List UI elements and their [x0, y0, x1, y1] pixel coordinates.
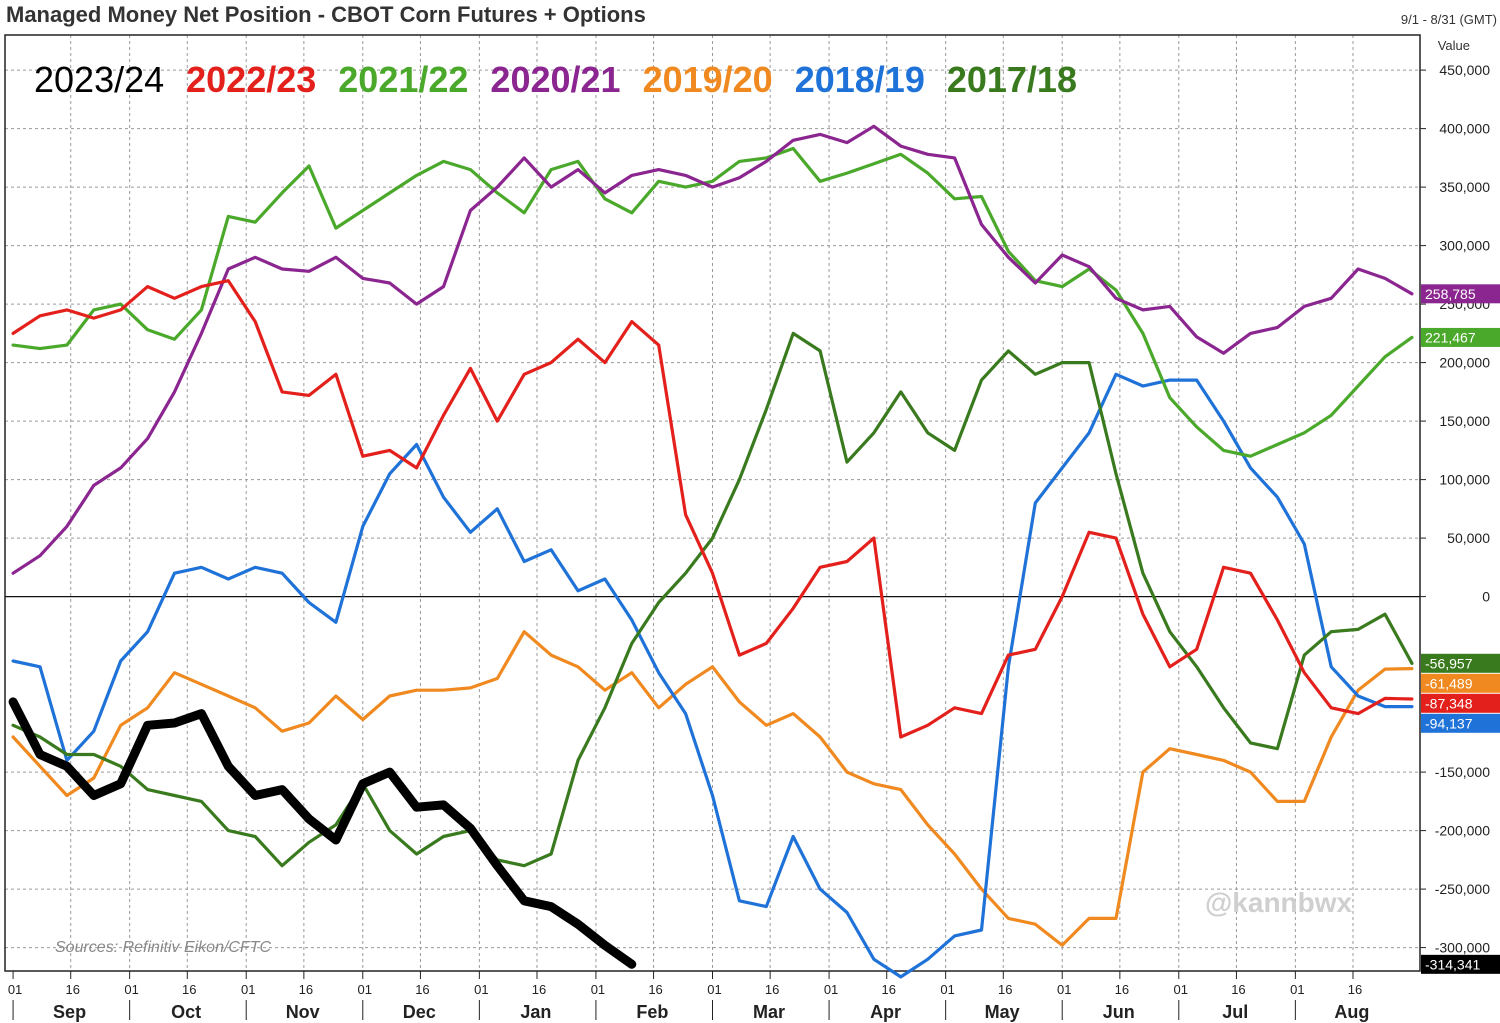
y-tick-label: 300,000 [1439, 238, 1490, 254]
legend-entry-2021-22: 2021/22 [338, 59, 468, 100]
last-value-label-2020-21: 258,785 [1425, 286, 1476, 302]
y-tick-label: 0 [1482, 589, 1490, 605]
x-month-label-nov: Nov [286, 1002, 320, 1022]
x-month-label-jan: Jan [520, 1002, 551, 1022]
y-tick-label: 350,000 [1439, 179, 1490, 195]
series-line-2023-24 [8, 697, 637, 969]
x-day-label: 16 [1115, 982, 1129, 997]
x-day-label: 16 [648, 982, 662, 997]
x-month-label-oct: Oct [171, 1002, 201, 1022]
last-value-label-2022-23: -87,348 [1425, 695, 1473, 711]
last-value-badge-2023-24 [1421, 954, 1500, 974]
legend-entry-2022-23: 2022/23 [186, 59, 316, 100]
x-day-label: 01 [124, 982, 138, 997]
series-line-2018-19 [11, 372, 1414, 979]
series-lines [8, 124, 1414, 979]
x-month-label-dec: Dec [403, 1002, 436, 1022]
last-value-label-2019-20: -61,489 [1425, 675, 1473, 691]
y-axis-label: Value [1438, 38, 1470, 53]
y-tick-label: 200,000 [1439, 355, 1490, 371]
x-day-label: 01 [8, 982, 22, 997]
series-line-2020-21 [11, 124, 1414, 575]
legend-entry-2020-21: 2020/21 [490, 59, 620, 100]
x-month-label-may: May [985, 1002, 1020, 1022]
x-day-label: 16 [182, 982, 196, 997]
x-day-label: 16 [1348, 982, 1362, 997]
series-line-2022-23 [11, 279, 1414, 739]
last-value-badge-2017-18 [1421, 653, 1500, 673]
x-day-label: 01 [1057, 982, 1071, 997]
legend: 2023/24 2022/23 2021/22 2020/21 2019/20 2018/… [34, 59, 1077, 100]
x-day-label: 01 [474, 982, 488, 997]
x-month-label-apr: Apr [870, 1002, 901, 1022]
gridlines [5, 35, 1420, 971]
y-tick-label: 50,000 [1447, 530, 1490, 546]
watermark-handle: @kannbwx [1205, 887, 1353, 918]
x-day-label: 01 [940, 982, 954, 997]
x-day-label: 01 [1290, 982, 1304, 997]
last-value-badge-2021-22 [1421, 327, 1500, 347]
legend-entry-2018-19: 2018/19 [795, 59, 925, 100]
series-line-2017-18 [11, 331, 1414, 868]
x-day-label: 16 [532, 982, 546, 997]
x-day-label: 01 [358, 982, 372, 997]
x-day-label: 16 [998, 982, 1012, 997]
x-day-label: 01 [707, 982, 721, 997]
y-tick-label: 450,000 [1439, 62, 1490, 78]
y-tick-label: 400,000 [1439, 121, 1490, 137]
x-month-label-sep: Sep [53, 1002, 86, 1022]
x-day-label: 16 [299, 982, 313, 997]
last-value-label-2023-24: -314,341 [1425, 956, 1480, 972]
x-day-label: 16 [881, 982, 895, 997]
y-tick-label: 150,000 [1439, 413, 1490, 429]
x-month-label-aug: Aug [1334, 1002, 1369, 1022]
x-day-label: 16 [65, 982, 79, 997]
y-axis: 450,000400,000350,000300,000250,000200,0… [1420, 62, 1490, 956]
last-value-badge-2020-21 [1421, 284, 1500, 304]
date-range: 9/1 - 8/31 (GMT) [1401, 12, 1497, 27]
y-tick-label: -250,000 [1435, 881, 1490, 897]
x-day-label: 16 [415, 982, 429, 997]
last-value-label-2018-19: -94,137 [1425, 715, 1473, 731]
x-axis: 01 16 01 16 01 16 01 16 01 16 01 16 01 16 01 16 01 16 01 16… [8, 971, 1369, 1022]
x-day-label: 16 [765, 982, 779, 997]
legend-entry-2017-18: 2017/18 [947, 59, 1077, 100]
last-value-badges: 258,785 221,467 -56,957 -61,489 -87,348 -94,1… [1421, 284, 1500, 974]
chart-title: Managed Money Net Position - CBOT Corn F… [6, 2, 646, 27]
last-value-label-2017-18: -56,957 [1425, 655, 1473, 671]
x-day-label: 01 [241, 982, 255, 997]
x-month-label-jun: Jun [1103, 1002, 1135, 1022]
x-day-label: 01 [591, 982, 605, 997]
series-line-2019-20 [11, 630, 1414, 947]
legend-entry-2019-20: 2019/20 [643, 59, 773, 100]
x-month-label-mar: Mar [753, 1002, 785, 1022]
x-month-label-jul: Jul [1222, 1002, 1248, 1022]
last-value-badge-2022-23 [1421, 693, 1500, 713]
last-value-label-2021-22: 221,467 [1425, 329, 1476, 345]
series-line-2021-22 [11, 146, 1414, 458]
y-tick-label: -150,000 [1435, 764, 1490, 780]
source-note: Sources: Refinitiv Eikon/CFTC [55, 939, 272, 956]
x-day-label: 01 [1174, 982, 1188, 997]
last-value-badge-2018-19 [1421, 713, 1500, 733]
y-tick-label: -200,000 [1435, 823, 1490, 839]
legend-entry-2023-24: 2023/24 [34, 59, 164, 100]
x-day-label: 16 [1231, 982, 1245, 997]
x-month-label-feb: Feb [636, 1002, 668, 1022]
y-tick-label: 100,000 [1439, 472, 1490, 488]
last-value-badge-2019-20 [1421, 673, 1500, 693]
x-day-label: 01 [824, 982, 838, 997]
y-tick-label: -300,000 [1435, 940, 1490, 956]
